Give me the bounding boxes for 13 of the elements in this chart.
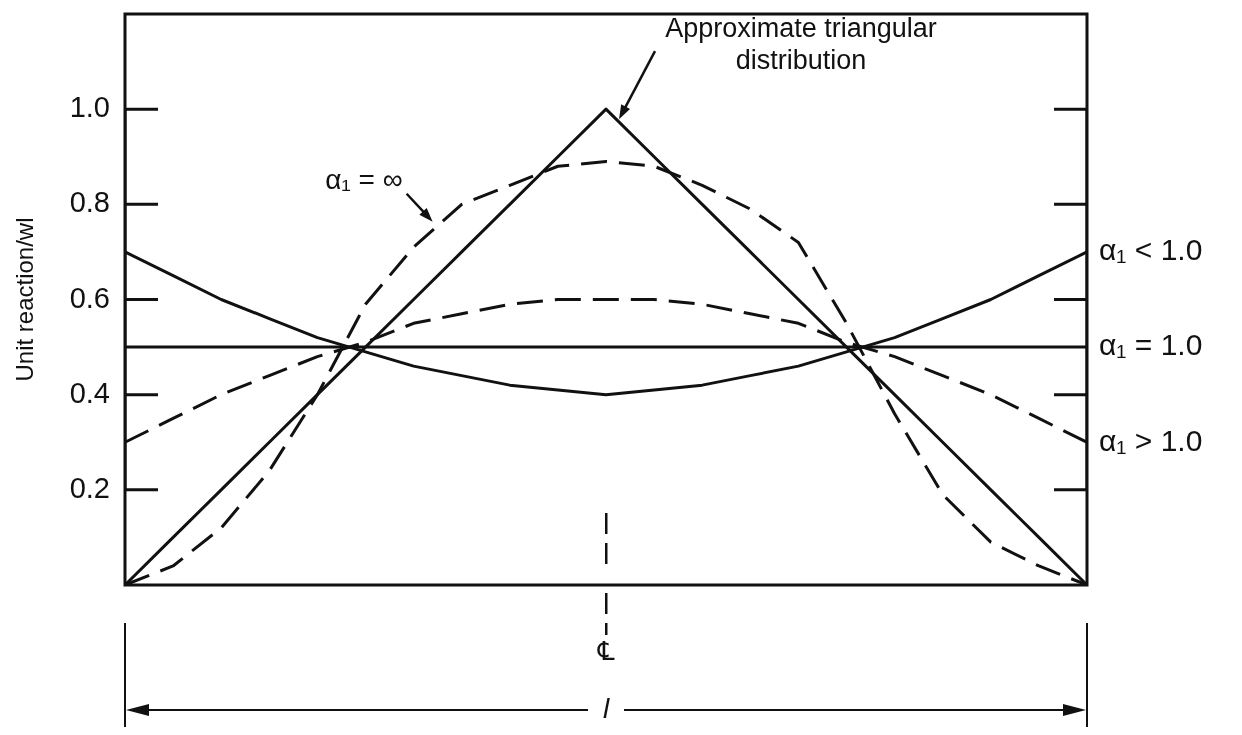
text: l: [602, 692, 610, 724]
y-tick-label: 0.2: [69, 471, 110, 504]
series-label: α₁ > 1.0: [1099, 423, 1203, 457]
series-label: α₁ < 1.0: [1099, 233, 1203, 267]
y-tick-label: 0.8: [69, 186, 110, 219]
series-label: α₁ = 1.0: [1099, 328, 1203, 362]
text: Approximate triangular distribution: [665, 12, 937, 75]
y-tick-label: 0.6: [69, 281, 110, 314]
text: ℄: [596, 636, 615, 667]
y-tick-label: 0.4: [69, 376, 110, 409]
y-axis-title: Unit reaction/wl: [11, 217, 39, 382]
series-label: α₁ = ∞: [325, 164, 403, 196]
y-tick-label: 1.0: [69, 91, 110, 124]
